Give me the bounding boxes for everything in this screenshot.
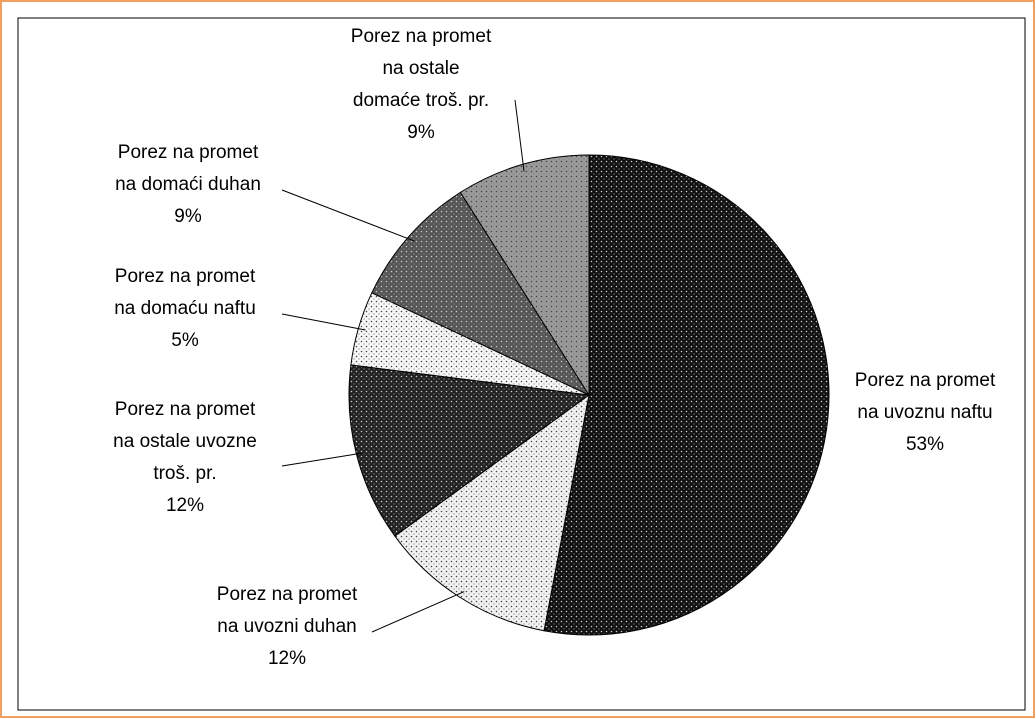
slice-label: Porez na promet na domaći duhan 9% (115, 142, 261, 227)
label-line: Porez na promet (855, 370, 996, 391)
slice-label: Porez na promet na uvoznu naftu 53% (855, 370, 996, 455)
label-line: Porez na promet (118, 142, 259, 163)
label-line: troš. pr. (153, 463, 216, 484)
value-label: 53% (906, 434, 944, 455)
label-line: domaće troš. pr. (353, 90, 489, 111)
label-line: na domaću naftu (114, 298, 256, 319)
label-line: na uvozni duhan (217, 616, 356, 637)
pie-slice (371, 191, 591, 397)
value-label: 9% (174, 206, 202, 227)
label-line: na ostale uvozne (113, 431, 257, 452)
value-label: 12% (268, 648, 306, 669)
pie-slice (459, 154, 590, 397)
leader-line (281, 452, 364, 467)
label-line: na ostale (382, 58, 459, 79)
plot-frame (17, 17, 1026, 711)
leader-line (281, 313, 366, 331)
value-label: 9% (407, 122, 435, 143)
pie-slice (543, 154, 830, 636)
slice-label: Porez na promet na ostale uvozne troš. pr.… (113, 399, 257, 516)
value-label: 12% (166, 495, 204, 516)
label-line: Porez na promet (115, 266, 256, 287)
leader-line (514, 99, 525, 172)
leader-line (281, 189, 415, 242)
label-line: Porez na promet (115, 399, 256, 420)
value-label: 5% (171, 330, 199, 351)
label-line: Porez na promet (217, 584, 358, 605)
label-line: Porez na promet (351, 26, 492, 47)
label-line: na domaći duhan (115, 174, 261, 195)
slice-label: Porez na promet na ostale domaće troš. pr.… (351, 26, 492, 143)
pie-slice (394, 393, 590, 632)
leader-line (371, 591, 465, 633)
pie-slice (348, 364, 591, 537)
slice-label: Porez na promet na uvozni duhan 12% (217, 584, 358, 669)
label-line: na uvoznu naftu (857, 402, 992, 423)
slice-label: Porez na promet na domaću naftu 5% (114, 266, 256, 351)
